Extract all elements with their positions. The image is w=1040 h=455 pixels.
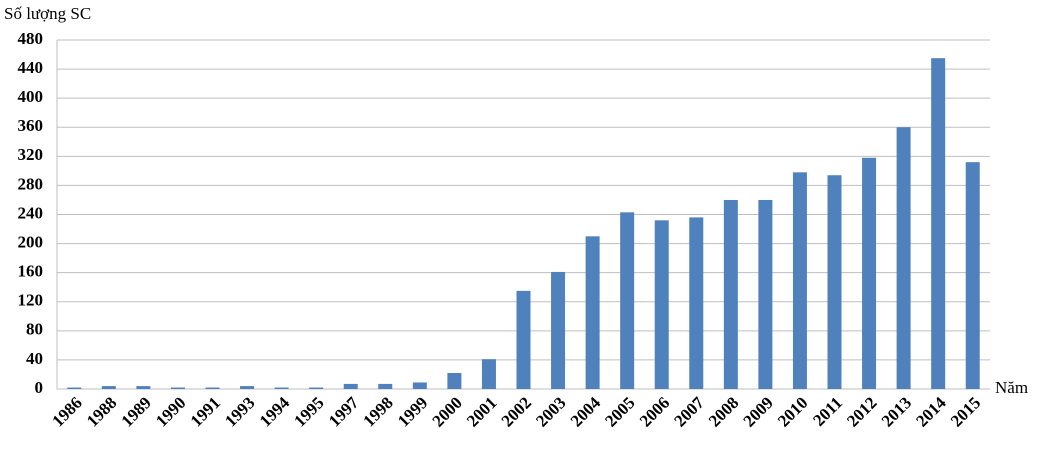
bar — [723, 199, 738, 389]
bar — [378, 383, 393, 389]
bar — [309, 387, 324, 389]
y-tick-label: 160 — [18, 262, 44, 281]
x-tick-label: 1993 — [221, 393, 258, 430]
x-tick-label: 1998 — [359, 393, 396, 430]
bar — [792, 172, 807, 389]
bar — [620, 212, 635, 389]
x-tick-label: 2010 — [774, 393, 811, 430]
x-tick-label: 2003 — [532, 393, 569, 430]
x-tick-label: 1991 — [187, 393, 224, 430]
bar — [965, 162, 980, 389]
y-tick-label: 280 — [18, 174, 44, 193]
bar — [67, 387, 82, 389]
x-tick-label: 1994 — [256, 393, 294, 431]
bar — [205, 387, 220, 389]
x-tick-label: 2002 — [498, 393, 535, 430]
x-tick-label: 1997 — [325, 393, 363, 431]
y-axis-label: Số lượng SC — [4, 4, 91, 23]
x-tick-label: 2013 — [878, 393, 915, 430]
bar — [481, 359, 496, 389]
bar — [343, 383, 358, 389]
x-tick-label: 2012 — [843, 393, 880, 430]
bar — [274, 387, 289, 389]
x-tick-label: 1986 — [48, 393, 85, 430]
x-tick-label: 2004 — [567, 393, 605, 431]
y-tick-label: 40 — [26, 349, 43, 368]
y-tick-label: 360 — [18, 116, 44, 135]
y-tick-label: 0 — [35, 378, 44, 397]
bar — [931, 58, 946, 389]
bar — [170, 387, 185, 389]
bar — [516, 290, 531, 389]
bar — [412, 382, 427, 389]
bar — [896, 127, 911, 389]
x-tick-label: 1999 — [394, 393, 431, 430]
x-tick-label: 2009 — [740, 393, 777, 430]
x-tick-label: 1995 — [290, 393, 327, 430]
y-tick-label: 440 — [18, 58, 44, 77]
bar — [136, 386, 151, 389]
x-tick-label: 2014 — [912, 393, 950, 431]
bar — [827, 175, 842, 389]
x-tick-label: 2001 — [463, 393, 500, 430]
x-tick-label: 2008 — [705, 393, 742, 430]
x-tick-label: 1990 — [152, 393, 189, 430]
bar — [862, 157, 877, 389]
bar — [654, 220, 669, 389]
bar — [551, 271, 566, 389]
y-tick-label: 200 — [18, 232, 44, 251]
x-tick-label: 2007 — [670, 393, 708, 431]
x-tick-label: 2015 — [947, 393, 984, 430]
y-tick-label: 240 — [18, 203, 44, 222]
x-tick-label: 2000 — [429, 393, 466, 430]
y-tick-label: 120 — [18, 291, 44, 310]
y-tick-label: 320 — [18, 145, 44, 164]
y-tick-label: 480 — [18, 29, 44, 48]
bar — [689, 217, 704, 389]
bar — [585, 236, 600, 389]
x-tick-label: 2011 — [809, 393, 846, 430]
x-tick-label: 1989 — [118, 393, 155, 430]
y-tick-label: 80 — [26, 320, 43, 339]
bar — [101, 386, 116, 389]
x-axis-label: Năm — [995, 378, 1028, 397]
bar — [240, 386, 255, 389]
bar — [758, 199, 773, 389]
bar — [447, 373, 462, 389]
y-tick-label: 400 — [18, 87, 44, 106]
x-tick-label: 2005 — [601, 393, 638, 430]
x-tick-label: 2006 — [636, 393, 673, 430]
x-tick-label: 1988 — [83, 393, 120, 430]
